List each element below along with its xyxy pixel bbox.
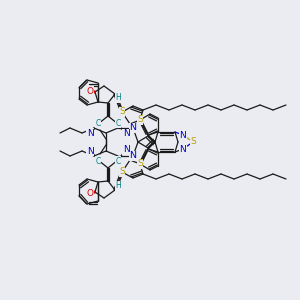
Text: N: N — [130, 152, 136, 160]
Text: C: C — [95, 157, 101, 166]
Text: N: N — [123, 130, 129, 139]
Text: S: S — [119, 107, 125, 116]
Text: S: S — [119, 167, 125, 176]
Text: N: N — [87, 128, 93, 137]
Text: S: S — [137, 116, 143, 124]
Text: C: C — [116, 157, 121, 166]
Text: S: S — [137, 160, 143, 169]
Text: O: O — [86, 86, 94, 95]
Text: N: N — [180, 145, 186, 154]
Text: S: S — [190, 137, 196, 146]
Text: H: H — [115, 94, 121, 103]
Text: N: N — [87, 146, 93, 155]
Text: N: N — [180, 130, 186, 140]
Text: H: H — [115, 182, 121, 190]
Text: N: N — [130, 124, 136, 133]
Text: N: N — [123, 146, 129, 154]
Text: O: O — [86, 188, 94, 197]
Text: C: C — [116, 118, 121, 127]
Text: C: C — [95, 118, 101, 127]
